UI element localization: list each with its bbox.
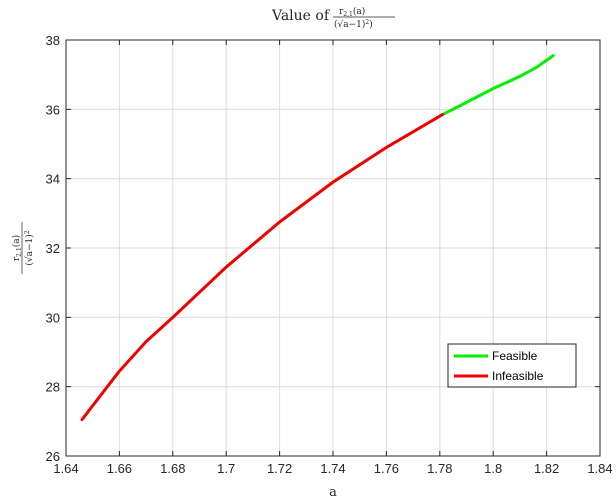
series-line-feasible xyxy=(440,54,555,117)
legend-box xyxy=(447,343,577,388)
y-label-numerator: r2,1(a) xyxy=(11,235,23,261)
ticks: 1.64 1.66 1.68 1.7 1.72 1.74 1.76 1.78 1.8 1.82 1.… xyxy=(46,33,613,476)
x-tick-label: 1.72 xyxy=(267,461,292,476)
x-tick-label: 1.8 xyxy=(484,461,502,476)
x-tick-label: 1.68 xyxy=(160,461,185,476)
x-tick-label: 1.64 xyxy=(53,461,78,476)
x-tick-label: 1.7 xyxy=(217,461,235,476)
legend-label-feasible: Feasible xyxy=(492,349,538,363)
y-axis-label: r2,1(a) (√a−1)2 xyxy=(11,222,35,274)
y-tick-label: 26 xyxy=(46,449,60,464)
x-tick-label: 1.78 xyxy=(427,461,452,476)
y-tick-label: 34 xyxy=(46,172,60,187)
y-tick-label: 38 xyxy=(46,33,60,48)
title-prefix: Value of xyxy=(271,8,331,24)
legend: Feasible Infeasible xyxy=(447,343,577,388)
legend-label-infeasible: Infeasible xyxy=(492,369,544,383)
y-tick-label: 32 xyxy=(46,241,60,256)
x-tick-label: 1.84 xyxy=(587,461,612,476)
x-tick-label: 1.82 xyxy=(534,461,559,476)
y-tick-label: 30 xyxy=(46,310,60,325)
y-tick-label: 28 xyxy=(46,380,60,395)
x-axis-label: a xyxy=(329,485,337,500)
title-denominator: (√a−1)2) xyxy=(334,19,373,30)
title-numerator: r2,1(a) xyxy=(339,6,365,18)
y-label-denominator: (√a−1)2 xyxy=(24,230,35,265)
x-tick-label: 1.74 xyxy=(320,461,345,476)
series-line-infeasible xyxy=(80,113,444,422)
series-layer xyxy=(80,54,555,422)
x-tick-label: 1.66 xyxy=(107,461,132,476)
x-tick-label: 1.76 xyxy=(374,461,399,476)
chart-title: Value of r2,1(a) (√a−1)2) xyxy=(271,6,395,30)
y-tick-label: 36 xyxy=(46,102,60,117)
